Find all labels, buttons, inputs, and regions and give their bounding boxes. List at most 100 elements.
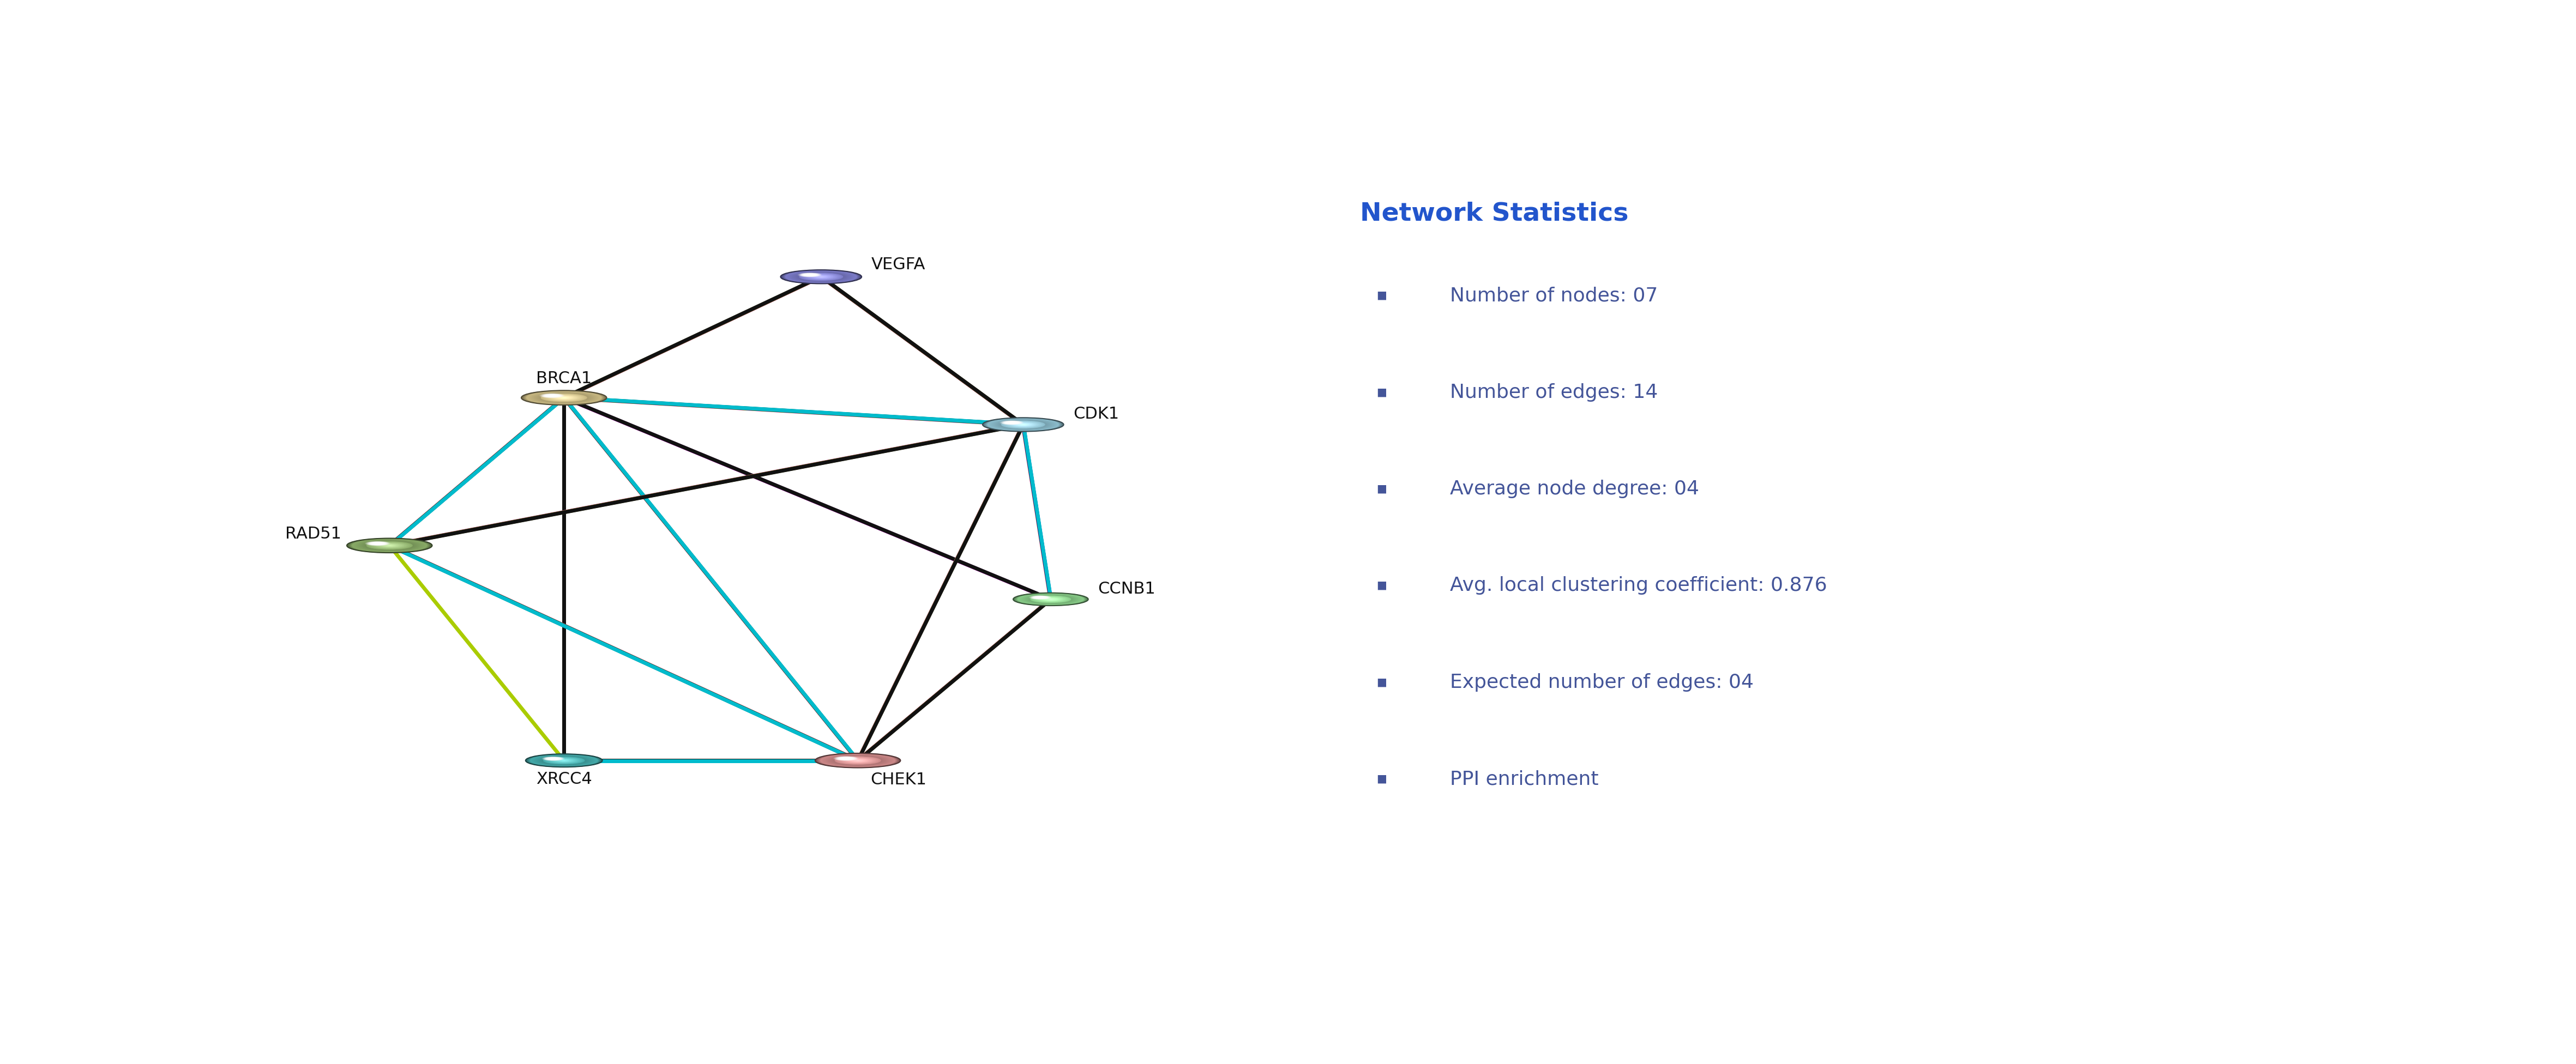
Ellipse shape bbox=[1005, 421, 1018, 423]
Ellipse shape bbox=[559, 760, 569, 762]
Ellipse shape bbox=[559, 397, 569, 398]
Ellipse shape bbox=[801, 273, 819, 277]
Text: XRCC4: XRCC4 bbox=[536, 771, 592, 787]
Ellipse shape bbox=[531, 393, 598, 403]
Ellipse shape bbox=[374, 543, 404, 548]
Ellipse shape bbox=[556, 759, 572, 762]
Ellipse shape bbox=[806, 275, 835, 279]
Ellipse shape bbox=[1007, 421, 1018, 423]
Ellipse shape bbox=[1038, 597, 1064, 601]
Ellipse shape bbox=[1020, 425, 1025, 426]
Ellipse shape bbox=[1018, 594, 1084, 605]
Ellipse shape bbox=[1002, 421, 1043, 428]
Ellipse shape bbox=[811, 276, 829, 279]
Ellipse shape bbox=[1015, 594, 1087, 605]
Ellipse shape bbox=[840, 758, 853, 760]
Ellipse shape bbox=[1005, 421, 1041, 428]
Ellipse shape bbox=[1015, 594, 1084, 605]
Ellipse shape bbox=[554, 759, 574, 762]
Ellipse shape bbox=[1041, 597, 1061, 601]
Ellipse shape bbox=[541, 394, 564, 398]
Ellipse shape bbox=[832, 757, 884, 765]
Ellipse shape bbox=[533, 393, 595, 403]
Ellipse shape bbox=[850, 760, 866, 762]
Ellipse shape bbox=[546, 758, 582, 764]
Ellipse shape bbox=[837, 758, 878, 764]
Ellipse shape bbox=[842, 758, 873, 763]
Ellipse shape bbox=[1002, 421, 1020, 425]
Ellipse shape bbox=[801, 273, 819, 277]
Ellipse shape bbox=[1036, 597, 1043, 598]
Ellipse shape bbox=[837, 758, 855, 760]
Ellipse shape bbox=[544, 395, 582, 401]
Ellipse shape bbox=[549, 758, 580, 763]
Ellipse shape bbox=[1033, 596, 1048, 599]
Ellipse shape bbox=[984, 418, 1064, 431]
Ellipse shape bbox=[536, 393, 592, 402]
Ellipse shape bbox=[348, 538, 430, 552]
Ellipse shape bbox=[832, 757, 884, 765]
Ellipse shape bbox=[541, 757, 564, 761]
Ellipse shape bbox=[368, 542, 410, 549]
Ellipse shape bbox=[783, 270, 858, 283]
Ellipse shape bbox=[994, 419, 1054, 430]
Ellipse shape bbox=[1018, 594, 1084, 604]
Ellipse shape bbox=[363, 542, 415, 550]
Ellipse shape bbox=[546, 395, 559, 397]
Ellipse shape bbox=[559, 760, 567, 761]
Ellipse shape bbox=[835, 757, 858, 761]
Ellipse shape bbox=[523, 390, 605, 405]
Ellipse shape bbox=[541, 394, 564, 398]
Ellipse shape bbox=[1012, 422, 1036, 427]
Ellipse shape bbox=[348, 538, 433, 552]
Ellipse shape bbox=[806, 275, 814, 276]
Ellipse shape bbox=[804, 273, 817, 276]
Ellipse shape bbox=[848, 759, 868, 762]
Ellipse shape bbox=[374, 543, 407, 548]
Ellipse shape bbox=[840, 758, 876, 764]
Ellipse shape bbox=[538, 394, 590, 402]
Ellipse shape bbox=[804, 273, 840, 280]
Ellipse shape bbox=[796, 272, 845, 281]
Ellipse shape bbox=[368, 542, 386, 545]
Ellipse shape bbox=[526, 392, 603, 404]
Ellipse shape bbox=[793, 272, 850, 282]
Ellipse shape bbox=[989, 419, 1056, 430]
Ellipse shape bbox=[381, 544, 397, 547]
Ellipse shape bbox=[1030, 596, 1072, 603]
Ellipse shape bbox=[799, 273, 842, 281]
Ellipse shape bbox=[523, 390, 605, 404]
Ellipse shape bbox=[829, 755, 886, 765]
Ellipse shape bbox=[1015, 423, 1030, 426]
Ellipse shape bbox=[528, 754, 600, 766]
Ellipse shape bbox=[845, 759, 871, 763]
Ellipse shape bbox=[801, 273, 819, 277]
Ellipse shape bbox=[363, 542, 415, 550]
Ellipse shape bbox=[819, 277, 824, 278]
Ellipse shape bbox=[1041, 598, 1059, 601]
Ellipse shape bbox=[1020, 423, 1028, 426]
Ellipse shape bbox=[366, 542, 415, 550]
Text: VEGFA: VEGFA bbox=[871, 256, 925, 272]
Ellipse shape bbox=[806, 275, 814, 276]
Ellipse shape bbox=[992, 419, 1054, 430]
Ellipse shape bbox=[999, 420, 1023, 425]
Ellipse shape bbox=[355, 539, 425, 551]
Ellipse shape bbox=[801, 273, 819, 277]
Ellipse shape bbox=[1033, 596, 1048, 599]
Ellipse shape bbox=[381, 544, 399, 547]
Ellipse shape bbox=[528, 392, 598, 403]
Ellipse shape bbox=[546, 395, 559, 397]
Ellipse shape bbox=[381, 544, 397, 547]
Ellipse shape bbox=[992, 419, 1054, 430]
Ellipse shape bbox=[1025, 595, 1074, 603]
Ellipse shape bbox=[845, 759, 871, 763]
Ellipse shape bbox=[997, 420, 1048, 429]
Ellipse shape bbox=[1010, 422, 1036, 427]
Ellipse shape bbox=[999, 420, 1046, 429]
Ellipse shape bbox=[361, 541, 417, 550]
Ellipse shape bbox=[549, 395, 580, 400]
Ellipse shape bbox=[1030, 596, 1072, 602]
Ellipse shape bbox=[801, 273, 840, 280]
Text: ▪: ▪ bbox=[1376, 481, 1388, 497]
